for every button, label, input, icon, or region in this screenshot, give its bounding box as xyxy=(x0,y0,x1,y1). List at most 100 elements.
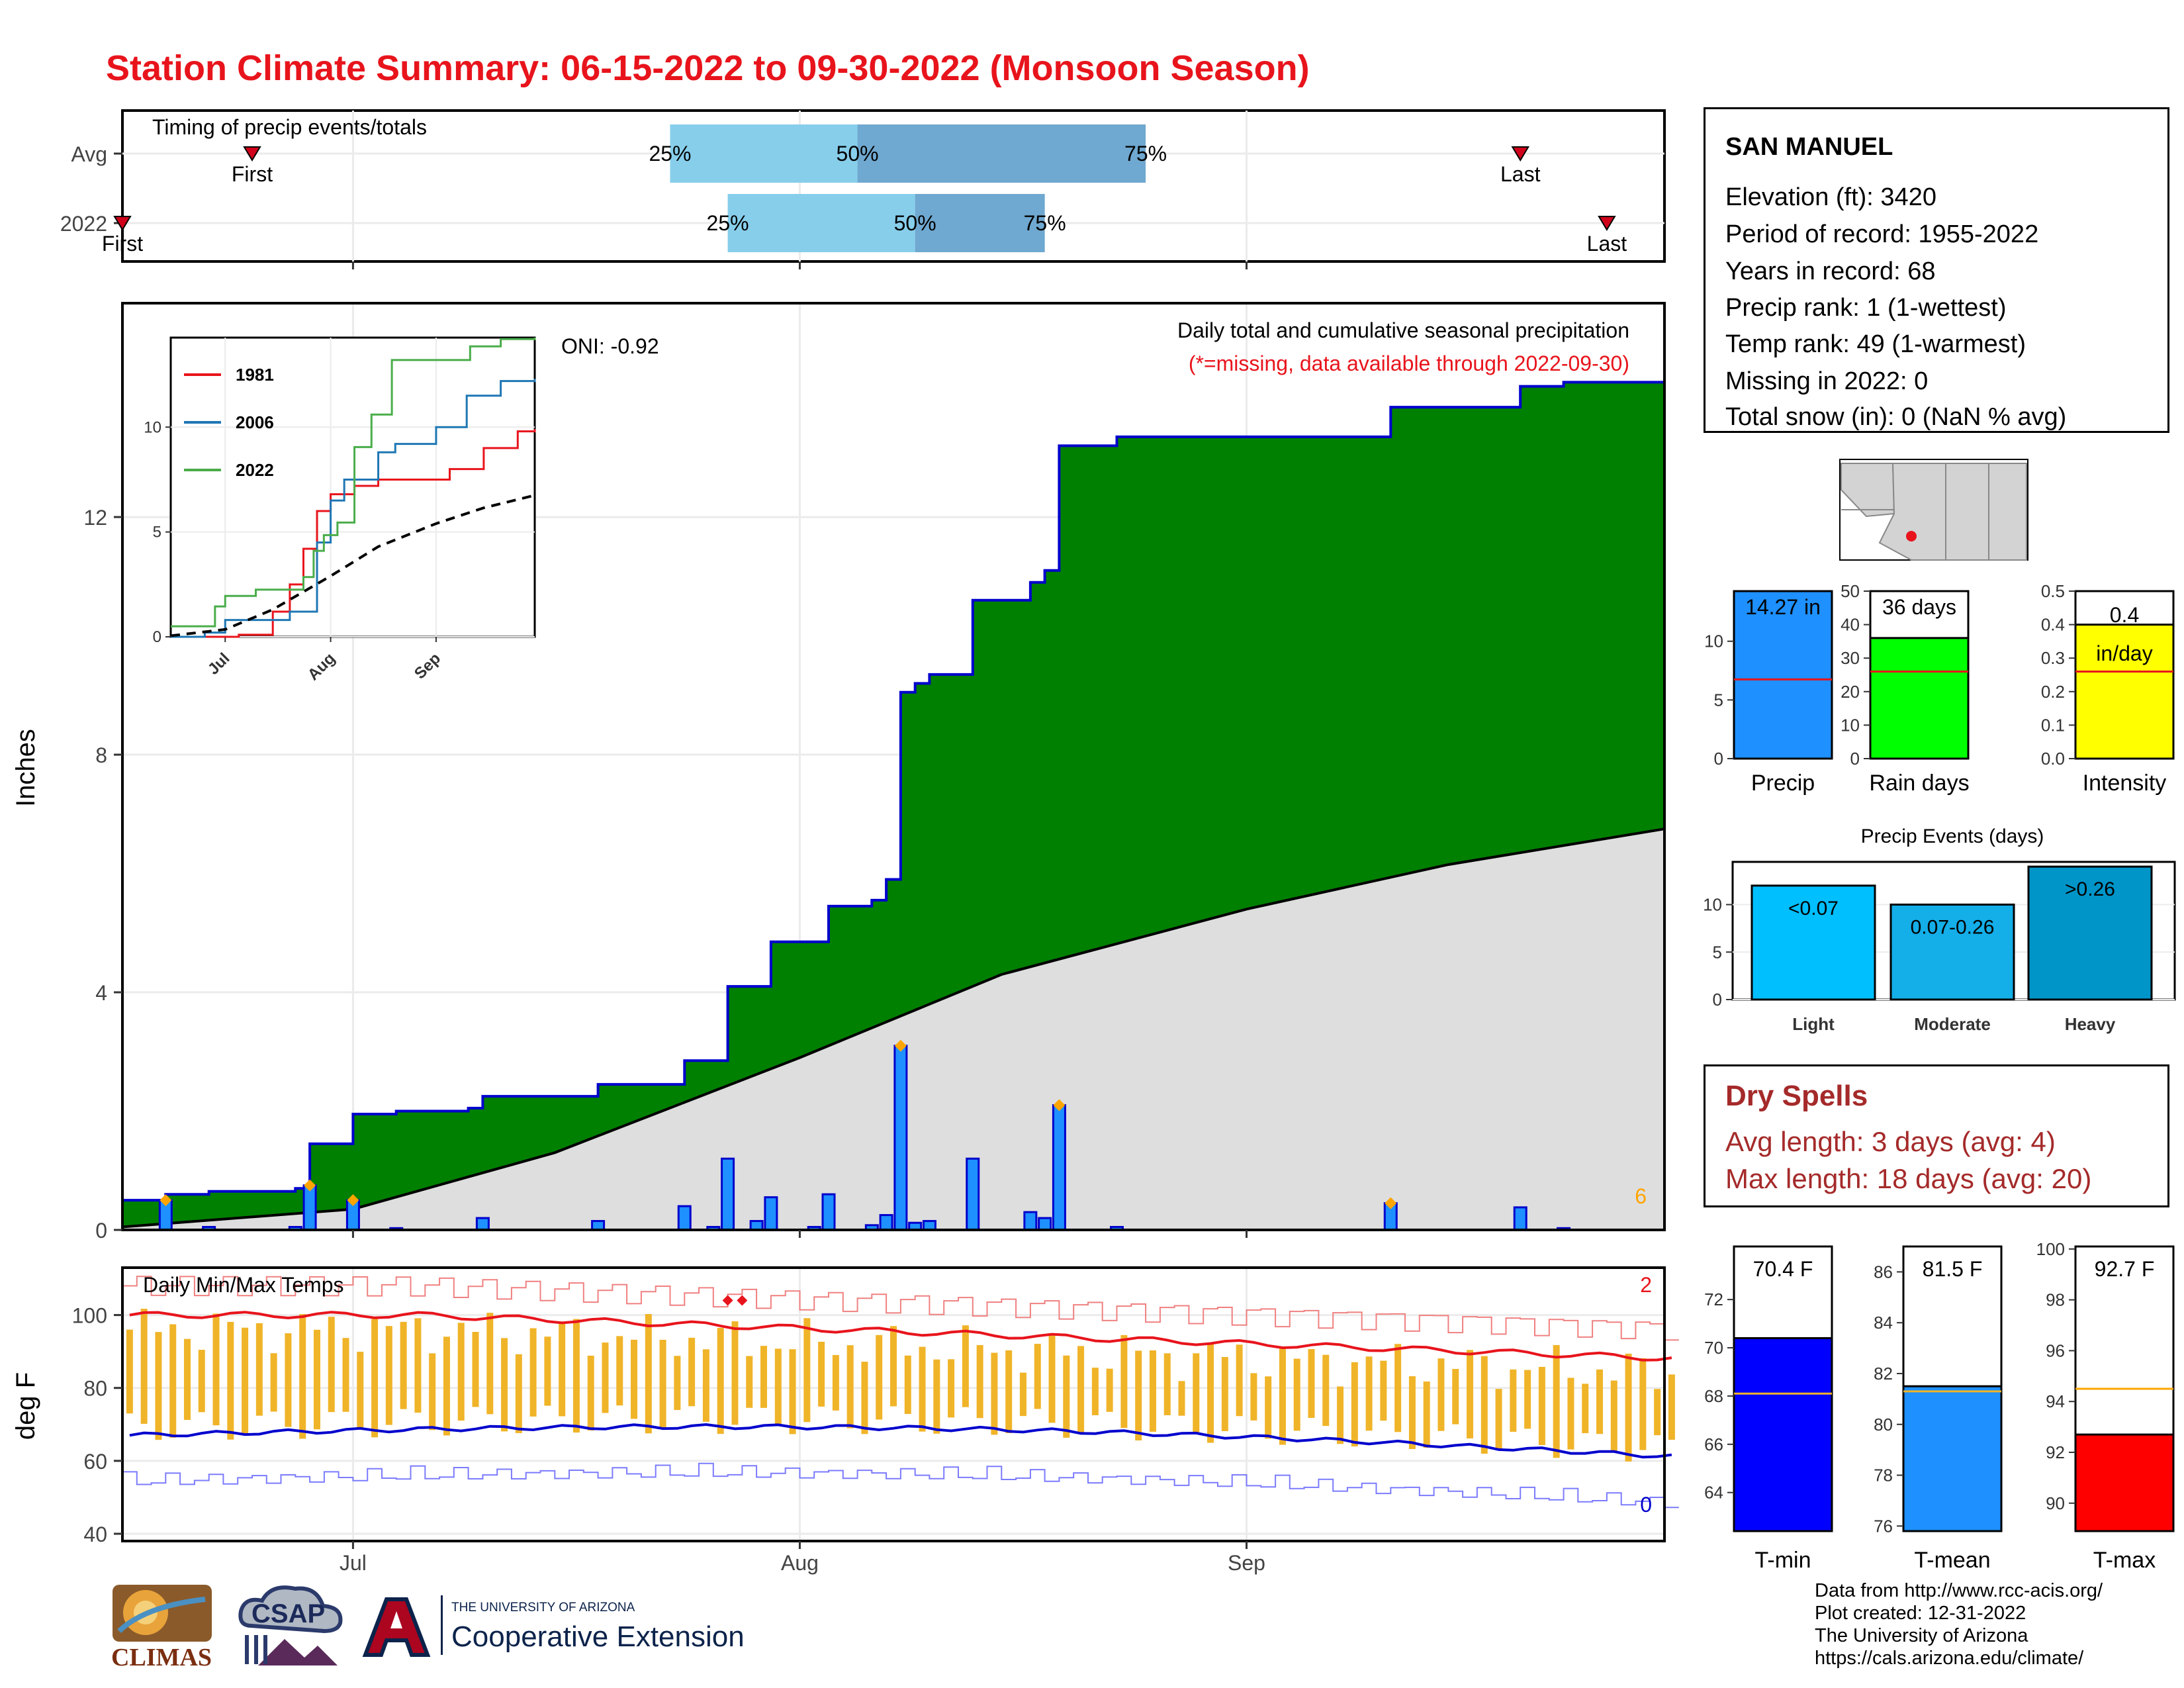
daily-temp-range-bar xyxy=(515,1354,522,1433)
temps-x-tick-label: Jul xyxy=(340,1551,367,1575)
daily-temp-range-bar xyxy=(1596,1369,1604,1434)
tmax_gauge-y-tick-label: 96 xyxy=(2046,1340,2065,1360)
timing-panel: Timing of precip events/totals Avg 25% 50% 7… xyxy=(60,109,1666,269)
station-temp-rank: Temp rank: 49 (1-warmest) xyxy=(1725,330,2026,358)
daily-temp-range-bar xyxy=(1567,1378,1574,1450)
daily-temp-range-bar xyxy=(1610,1380,1617,1452)
daily-temp-range-bar xyxy=(876,1335,883,1420)
footer-line-created: Plot created: 12-31-2022 xyxy=(1815,1603,2026,1624)
daily-precip-bar xyxy=(966,1157,980,1231)
intensity_gauge-category-label: Intensity xyxy=(2083,771,2167,796)
raindays_gauge-y-tick-label: 10 xyxy=(1841,715,1860,735)
precip-events-panel: Precip Events (days) 0 5 10 <0.07 Light 0.07-0… xyxy=(1703,825,2176,1034)
inset-series-line xyxy=(171,338,536,628)
daily-temp-range-bar xyxy=(1034,1344,1041,1409)
dry-spells-avg: Avg length: 3 days (avg: 4) xyxy=(1725,1126,2056,1157)
inset-y-tick-label: 5 xyxy=(153,524,161,541)
tmax_gauge-y-tick-label: 94 xyxy=(2046,1391,2065,1411)
precip_gauge-category-label: Precip xyxy=(1751,771,1815,796)
tmax_gauge-y-tick-label: 100 xyxy=(2036,1239,2065,1259)
climas-logo: CLIMAS xyxy=(106,1579,218,1672)
timing-last-label: Last xyxy=(1587,232,1627,256)
precip-panel: 0 4 8 12 Inches ONI: -0.92 Daily total and cum… xyxy=(11,302,1666,1243)
daily-temp-range-bar xyxy=(299,1314,306,1439)
daily-temp-range-bar xyxy=(1408,1376,1416,1449)
daily-temp-range-bar xyxy=(328,1317,335,1413)
raindays_gauge-y-tick-label: 50 xyxy=(1841,581,1860,601)
raindays_gauge-y-tick-label: 0 xyxy=(1850,749,1860,769)
tmax_gauge-category-label: T-max xyxy=(2093,1548,2156,1573)
timing-last-marker xyxy=(1598,216,1616,231)
footer-credits: Data from http://www.rcc-acis.org/ Plot … xyxy=(1815,1579,2103,1669)
daily-temp-range-bar xyxy=(818,1341,825,1407)
daily-temp-range-bar xyxy=(1495,1389,1502,1449)
precip-events-bar xyxy=(1751,884,1876,1001)
daily-temp-range-bar xyxy=(572,1319,580,1433)
daily-temp-range-bar xyxy=(688,1337,696,1407)
daily-precip-bar xyxy=(1052,1104,1066,1231)
precip_gauge-y-tick-label: 0 xyxy=(1714,749,1723,769)
tmax_gauge-y-tick-label: 98 xyxy=(2046,1290,2065,1310)
daily-precip-diamond xyxy=(1385,1197,1397,1209)
page-title: Station Climate Summary: 06-15-2022 to 0… xyxy=(106,48,1310,88)
intensity_gauge-y-tick-label: 0.5 xyxy=(2041,581,2065,601)
tmin_gauge-y-tick-label: 70 xyxy=(1704,1338,1723,1358)
tmean_gauge-y-tick-label: 86 xyxy=(1874,1262,1893,1282)
daily-temp-range-bar xyxy=(631,1339,638,1419)
daily-temp-range-bar xyxy=(285,1333,292,1427)
footer-line-data: Data from http://www.rcc-acis.org/ xyxy=(1815,1580,2103,1601)
daily-temp-range-bar xyxy=(948,1359,955,1418)
daily-temp-range-bar xyxy=(919,1346,926,1432)
daily-temp-range-bar xyxy=(183,1338,191,1421)
precip-frame xyxy=(121,302,1666,1231)
tmin_gauge-bar xyxy=(1733,1336,1833,1532)
daily-temp-range-bar xyxy=(255,1323,263,1416)
temps-x-tick-label: Aug xyxy=(781,1551,819,1575)
daily-temp-range-bar xyxy=(342,1338,349,1412)
daily-temp-range-bar xyxy=(962,1325,969,1407)
inset-legend-label: 2006 xyxy=(236,412,274,432)
raindays_gauge-y-tick-label: 40 xyxy=(1841,615,1860,635)
ua-block-a-icon xyxy=(362,1597,431,1657)
timing-first-label: First xyxy=(232,162,273,186)
intensity_gauge-y-tick-label: 0.3 xyxy=(2041,648,2065,668)
precip-events-title: Precip Events (days) xyxy=(1861,825,2044,847)
ua-logo: THE UNIVERSITY OF ARIZONA Cooperative Ex… xyxy=(360,1595,745,1668)
daily-temp-range-bar xyxy=(140,1309,148,1424)
precip-events-bar-label: >0.26 xyxy=(2065,878,2115,900)
inset-legend-label: 1981 xyxy=(236,365,274,385)
record-high-count: 2 xyxy=(1640,1273,1652,1297)
intensity_gauge-bar xyxy=(2074,624,2175,760)
daily-temp-range-bar xyxy=(1480,1356,1488,1454)
precip-y-tick-label: 8 xyxy=(95,743,107,767)
daily-temp-range-bar xyxy=(1625,1353,1632,1462)
daily-precip-bar xyxy=(1513,1206,1527,1231)
temps-title: Daily Min/Max Temps xyxy=(143,1273,343,1297)
precip-events-category-label: Moderate xyxy=(1914,1014,1991,1034)
daily-temp-range-bar xyxy=(1063,1355,1070,1438)
precip_gauge-y-tick-label: 5 xyxy=(1714,690,1723,710)
daily-temp-range-bar xyxy=(904,1355,911,1414)
daily-temp-range-bar xyxy=(702,1349,709,1422)
tmax_gauge-y-tick-label: 90 xyxy=(2046,1493,2065,1513)
station-name: SAN MANUEL xyxy=(1725,133,1893,161)
precip-events-y-tick-label: 0 xyxy=(1713,990,1722,1009)
intensity_gauge-y-tick-label: 0.1 xyxy=(2041,715,2065,735)
daily-temp-range-bar xyxy=(270,1353,277,1412)
timing-p50-label: 50% xyxy=(894,211,936,235)
daily-precip-bar xyxy=(302,1184,317,1231)
daily-temp-range-bar xyxy=(1351,1362,1358,1447)
daily-precip-bar xyxy=(821,1193,836,1231)
daily-temp-range-bar xyxy=(501,1338,508,1432)
inset-y-tick-label: 0 xyxy=(153,628,161,646)
daily-temp-range-bar xyxy=(890,1326,897,1407)
timing-first-marker xyxy=(113,216,132,231)
precip_gauge-bar xyxy=(1733,590,1833,760)
timing-p75-label: 75% xyxy=(1124,142,1167,165)
temps-y-axis-label: deg F xyxy=(11,1372,40,1440)
daily-temp-range-bar xyxy=(1308,1348,1315,1418)
daily-temp-range-bar xyxy=(1654,1389,1661,1436)
precip_gauge-y-tick-label: 10 xyxy=(1704,632,1723,651)
